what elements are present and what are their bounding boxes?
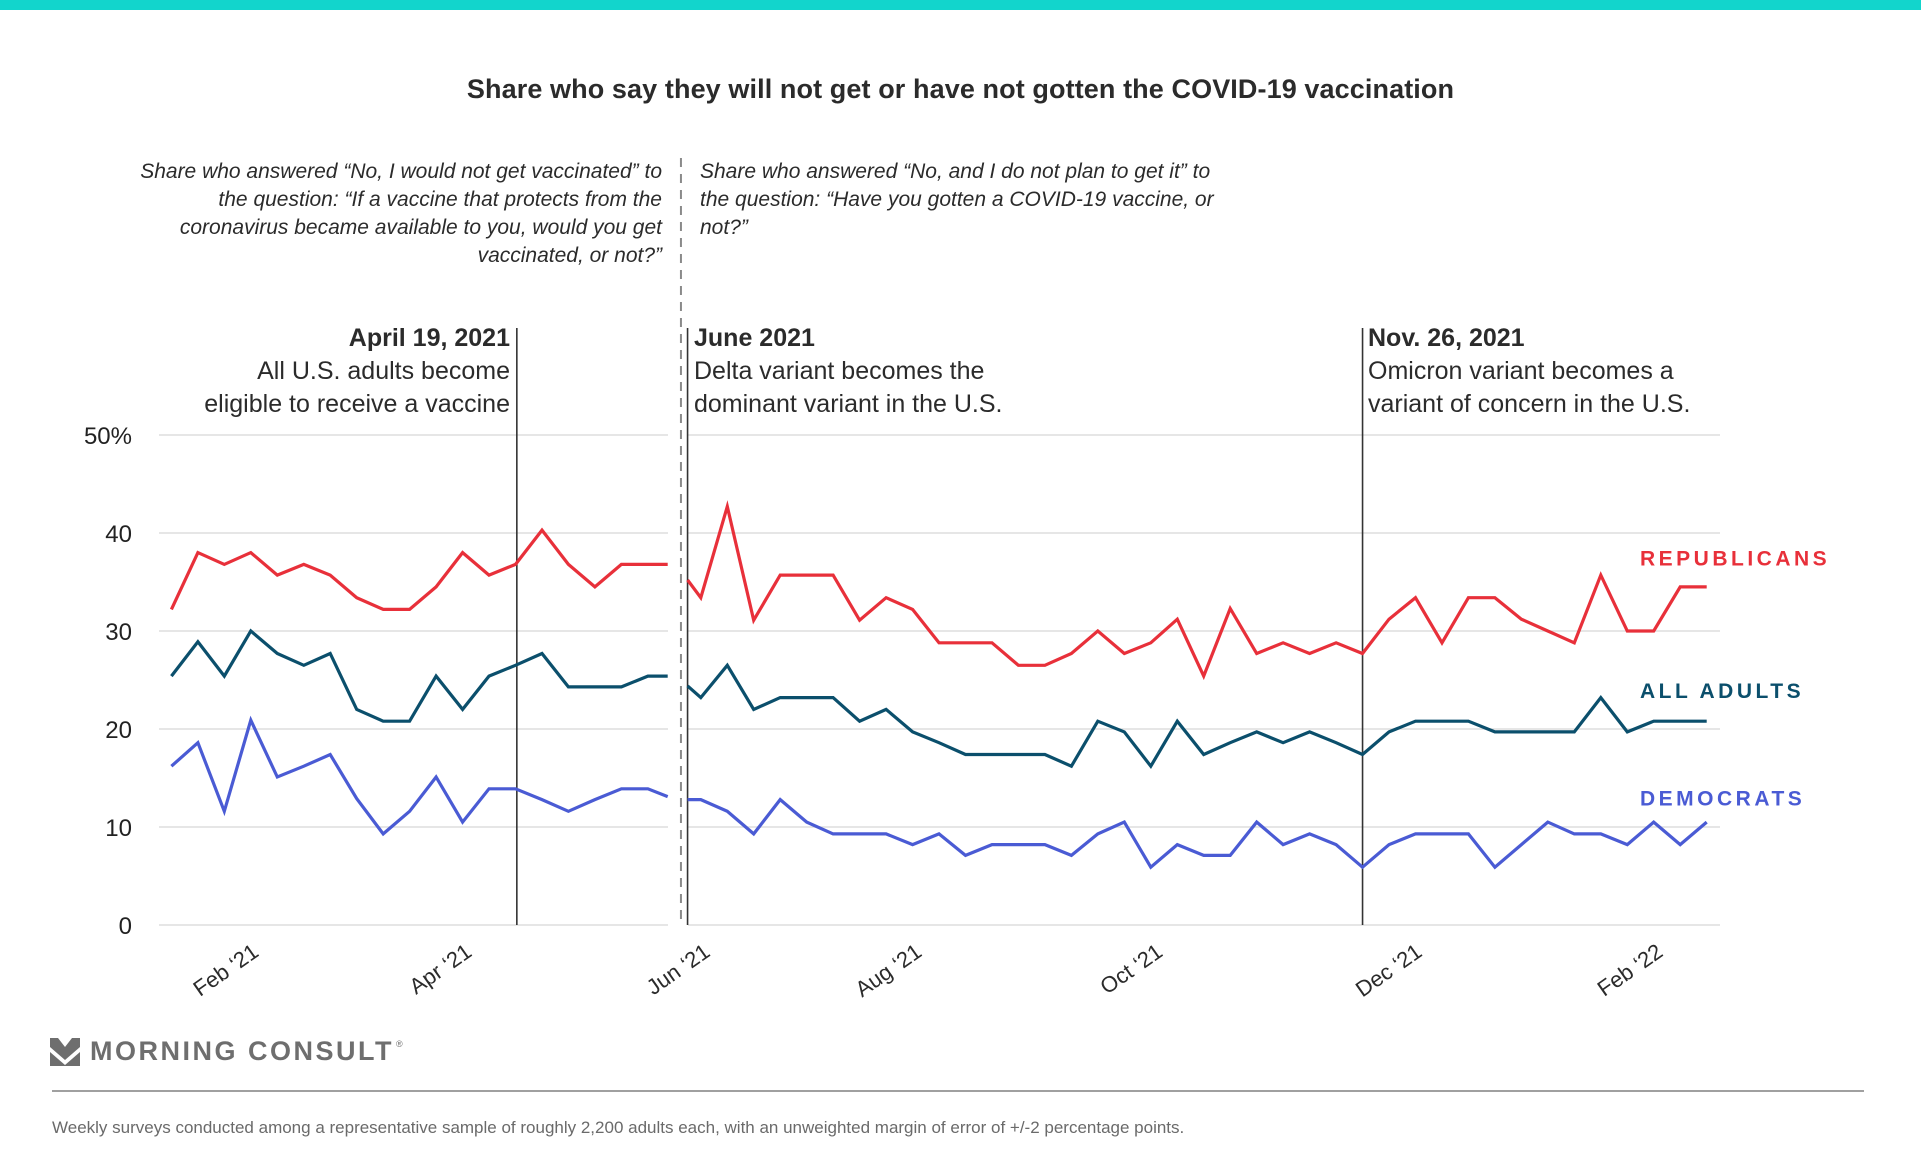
gridlines <box>159 434 1720 926</box>
chart-title: Share who say they will not get or have … <box>466 74 1455 104</box>
series-lines <box>169 500 1708 870</box>
event-text-line: variant of concern in the U.S. <box>1368 390 1691 418</box>
event-text-line: Delta variant becomes the <box>694 357 985 385</box>
event-text-line: Omicron variant becomes a <box>1368 357 1674 385</box>
y-tick-label: 20 <box>105 717 132 744</box>
question-note-left: Share who answered “No, I would not get … <box>140 160 662 267</box>
brand-logo: MORNING CONSULT ® <box>50 1036 403 1067</box>
series-line-democrats <box>170 715 669 837</box>
question-note-right: Share who answered “No, and I do not pla… <box>700 160 1214 239</box>
footer-divider <box>52 1090 1864 1092</box>
event-lines <box>516 158 1364 925</box>
y-tick-label: 50% <box>84 423 132 450</box>
event-title: June 2021 <box>694 324 815 352</box>
x-tick-label: Oct ‘21 <box>1095 939 1166 999</box>
brand-name: MORNING CONSULT <box>90 1036 394 1066</box>
morning-consult-chevron-icon <box>50 1037 80 1066</box>
legend-label-republicans: REPUBLICANS <box>1640 548 1830 571</box>
series-line-republicans <box>686 500 1707 681</box>
event-annotation-november: Nov. 26, 2021 Omicron variant becomes a … <box>1368 322 1888 421</box>
event-text-line: All U.S. adults become <box>257 357 510 385</box>
event-title: April 19, 2021 <box>348 324 510 352</box>
footnote: Weekly surveys conducted among a represe… <box>52 1118 1185 1137</box>
event-annotation-april: April 19, 2021 All U.S. adults become el… <box>120 322 510 421</box>
y-tick-label: 30 <box>105 619 132 646</box>
series-line-all-adults <box>686 662 1707 770</box>
x-axis-ticks: Feb ‘21 Apr ‘21 Jun ‘21 Aug ‘21 Oct ‘21 Dec ‘… <box>188 939 1667 1002</box>
legend-label-all-adults: ALL ADULTS <box>1640 680 1804 703</box>
x-tick-label: Aug ‘21 <box>851 939 926 1002</box>
y-tick-label: 40 <box>105 521 132 548</box>
x-tick-label: Feb ‘21 <box>188 939 262 1002</box>
series-line-democrats <box>687 797 1708 870</box>
x-tick-label: Dec ‘21 <box>1351 939 1426 1002</box>
series-labels: REPUBLICANS ALL ADULTS DEMOCRATS <box>1640 548 1830 811</box>
event-text-line: eligible to receive a vaccine <box>204 390 510 418</box>
top-accent-bar <box>0 0 1921 10</box>
registered-mark: ® <box>395 1038 403 1049</box>
series-line-republicans <box>169 527 668 612</box>
x-tick-label: Jun ‘21 <box>642 939 714 1000</box>
x-tick-label: Feb ‘22 <box>1593 939 1667 1002</box>
y-tick-label: 0 <box>119 913 132 940</box>
legend-label-democrats: DEMOCRATS <box>1640 788 1805 811</box>
event-text-line: dominant variant in the U.S. <box>694 390 1003 418</box>
y-tick-label: 10 <box>105 815 132 842</box>
series-line-all-adults <box>170 628 668 723</box>
event-title: Nov. 26, 2021 <box>1368 324 1525 352</box>
event-annotation-june: June 2021 Delta variant becomes the domi… <box>694 322 1194 421</box>
y-axis-ticks: 0 10 20 30 40 50% <box>84 423 132 940</box>
x-tick-label: Apr ‘21 <box>405 939 476 999</box>
